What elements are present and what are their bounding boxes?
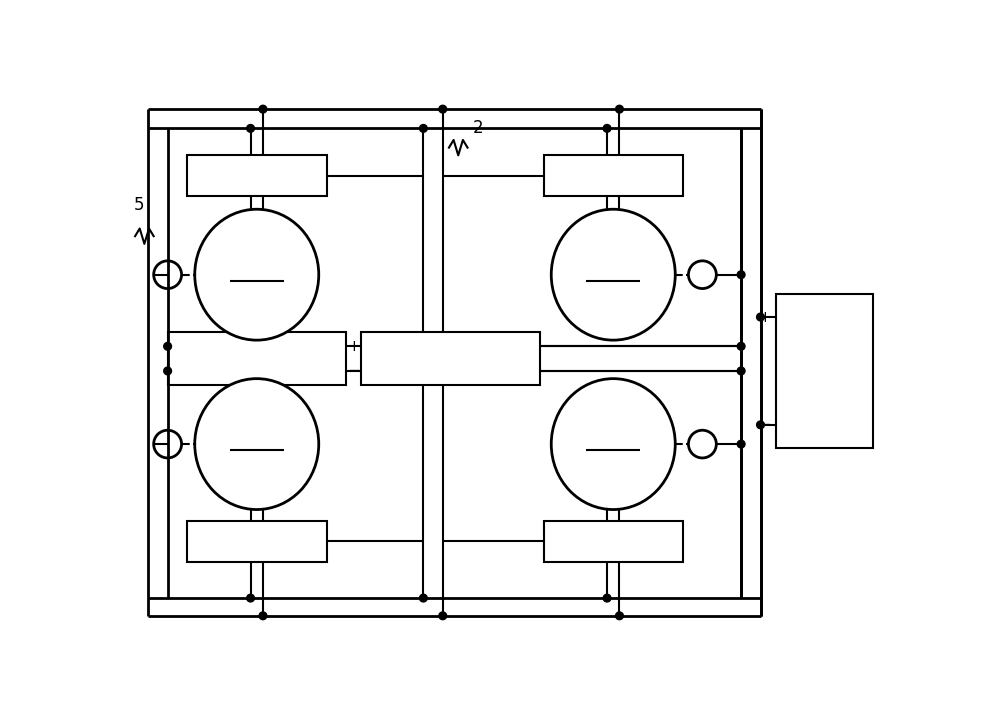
Text: −: −	[347, 364, 360, 379]
Circle shape	[737, 343, 745, 350]
Circle shape	[247, 125, 254, 132]
Circle shape	[247, 594, 254, 602]
Circle shape	[420, 594, 427, 602]
Bar	[187, 521, 326, 562]
Ellipse shape	[551, 379, 675, 510]
Circle shape	[420, 125, 427, 132]
Circle shape	[737, 271, 745, 278]
Text: 2: 2	[472, 120, 483, 138]
Circle shape	[603, 594, 611, 602]
Circle shape	[737, 367, 745, 375]
Circle shape	[757, 313, 764, 321]
Ellipse shape	[195, 379, 319, 510]
Text: +: +	[758, 310, 771, 325]
Circle shape	[603, 125, 611, 132]
Bar	[168, 333, 346, 385]
Ellipse shape	[551, 209, 675, 340]
Circle shape	[259, 612, 267, 619]
Bar	[544, 156, 683, 196]
Bar	[776, 294, 873, 448]
Bar	[544, 521, 683, 562]
Circle shape	[616, 612, 623, 619]
Circle shape	[688, 430, 716, 458]
Text: −: −	[758, 417, 771, 432]
Circle shape	[439, 105, 447, 113]
Circle shape	[616, 105, 623, 113]
Circle shape	[688, 261, 716, 288]
Circle shape	[757, 421, 764, 429]
Text: 5: 5	[134, 196, 144, 214]
Circle shape	[164, 367, 172, 375]
Circle shape	[164, 343, 172, 350]
Circle shape	[154, 261, 182, 288]
Circle shape	[439, 612, 447, 619]
Text: +: +	[347, 339, 360, 353]
Circle shape	[259, 105, 267, 113]
Bar	[361, 333, 540, 385]
Bar	[187, 156, 326, 196]
Circle shape	[154, 430, 182, 458]
Circle shape	[737, 440, 745, 448]
Ellipse shape	[195, 209, 319, 340]
